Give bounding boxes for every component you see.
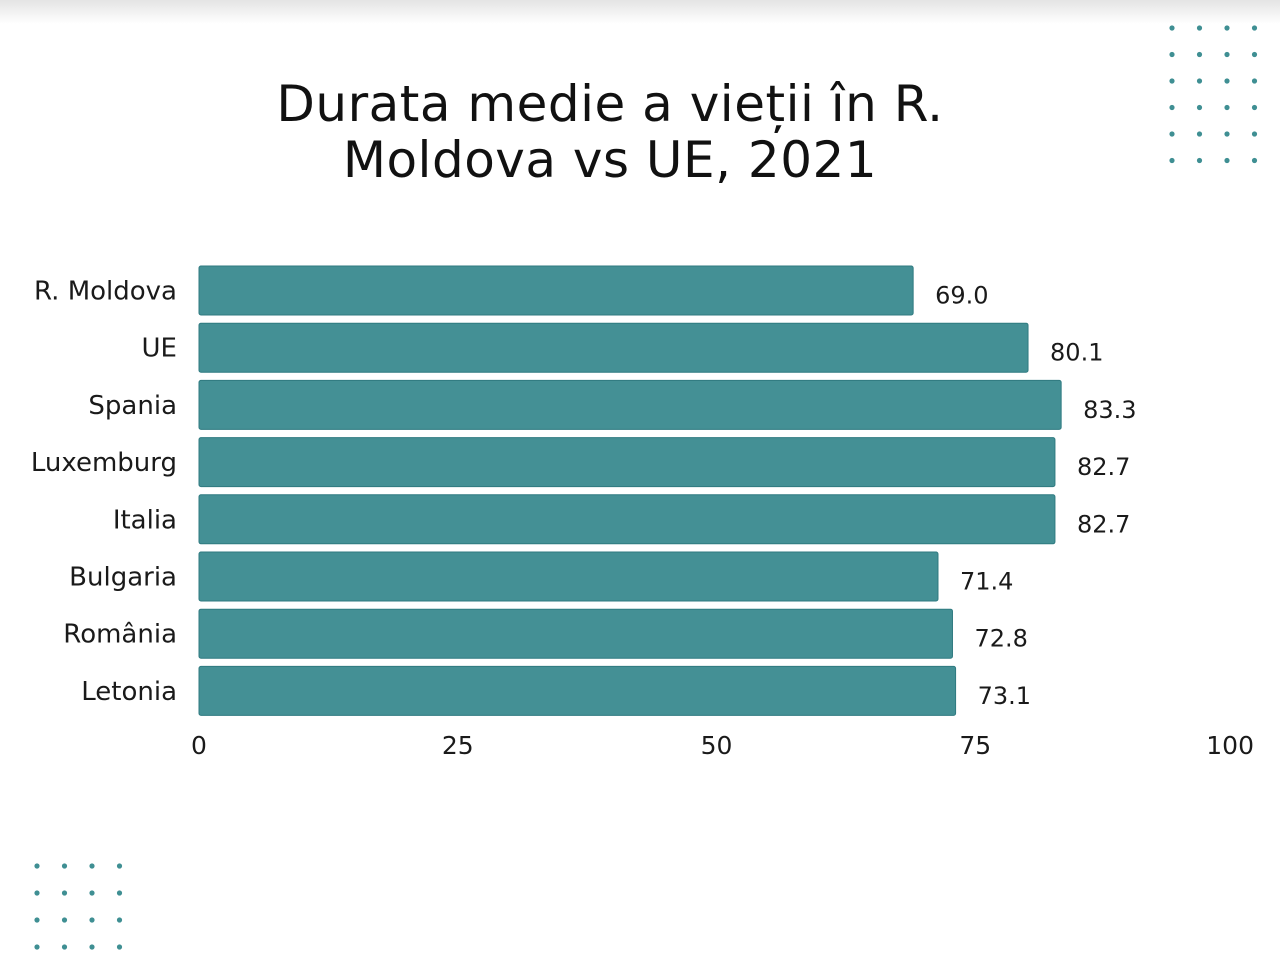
decor-dot bbox=[61, 890, 68, 896]
decor-dot bbox=[34, 944, 40, 950]
decor-dot bbox=[61, 863, 68, 869]
decor-dot bbox=[1224, 104, 1230, 111]
x-tick-label-0: 0 bbox=[191, 731, 207, 760]
decor-dot bbox=[1224, 51, 1230, 58]
decor-dot bbox=[116, 944, 123, 950]
decor-dot bbox=[34, 917, 40, 923]
decor-dot bbox=[61, 917, 68, 923]
value-label-0: 69.0 bbox=[935, 282, 988, 310]
value-label-6: 72.8 bbox=[974, 625, 1027, 653]
category-label-5: Bulgaria bbox=[69, 563, 177, 593]
decorative-dots-top-right bbox=[1169, 25, 1258, 164]
category-label-6: România bbox=[63, 620, 177, 650]
decor-dot bbox=[1251, 104, 1258, 111]
bar-5 bbox=[198, 551, 939, 602]
value-label-4: 82.7 bbox=[1077, 510, 1130, 538]
decor-dot bbox=[1196, 157, 1203, 164]
decor-dot bbox=[1224, 78, 1230, 84]
value-label-7: 73.1 bbox=[978, 682, 1031, 710]
decor-dot bbox=[1169, 78, 1175, 84]
bar-6 bbox=[198, 608, 953, 659]
decor-dot bbox=[1169, 157, 1175, 164]
category-label-4: Italia bbox=[113, 505, 177, 535]
value-label-1: 80.1 bbox=[1050, 339, 1103, 367]
decor-dot bbox=[89, 890, 95, 896]
bar-7 bbox=[198, 665, 957, 716]
value-label-5: 71.4 bbox=[960, 568, 1013, 596]
decor-dot bbox=[1196, 78, 1203, 84]
value-label-3: 82.7 bbox=[1077, 453, 1130, 481]
decor-dot bbox=[1251, 25, 1258, 31]
decor-dot bbox=[1224, 157, 1230, 164]
decor-dot bbox=[1251, 131, 1258, 137]
decor-dot bbox=[116, 890, 123, 896]
decor-dot bbox=[1196, 51, 1203, 58]
bar-4 bbox=[198, 494, 1056, 545]
bar-2 bbox=[198, 379, 1062, 430]
top-shadow bbox=[0, 0, 1280, 24]
chart-title: Durata medie a vieții în R. Moldova vs U… bbox=[276, 75, 944, 189]
category-label-2: Spania bbox=[88, 391, 177, 421]
bar-1 bbox=[198, 322, 1029, 373]
decorative-dots-bottom-left bbox=[34, 863, 123, 950]
decor-dot bbox=[34, 863, 40, 869]
x-tick-label-1: 25 bbox=[442, 731, 474, 760]
decor-dot bbox=[1224, 131, 1230, 137]
decor-dot bbox=[89, 944, 95, 950]
bar-3 bbox=[198, 437, 1056, 488]
decor-dot bbox=[1251, 51, 1258, 58]
decor-dot bbox=[89, 863, 95, 869]
category-label-0: R. Moldova bbox=[34, 277, 177, 307]
value-label-2: 83.3 bbox=[1083, 396, 1136, 424]
decor-dot bbox=[116, 863, 123, 869]
decor-dot bbox=[1196, 131, 1203, 137]
x-tick-label-3: 75 bbox=[959, 731, 991, 760]
decor-dot bbox=[1169, 51, 1175, 58]
category-label-7: Letonia bbox=[81, 677, 177, 707]
decor-dot bbox=[34, 890, 40, 896]
x-tick-label-4: 100 bbox=[1206, 731, 1254, 760]
decor-dot bbox=[61, 944, 68, 950]
category-label-1: UE bbox=[142, 334, 177, 364]
decor-dot bbox=[1196, 104, 1203, 111]
decor-dot bbox=[1169, 104, 1175, 111]
decor-dot bbox=[1169, 131, 1175, 137]
x-tick-label-2: 50 bbox=[701, 731, 733, 760]
category-label-3: Luxemburg bbox=[31, 448, 177, 478]
decor-dot bbox=[116, 917, 123, 923]
decor-dot bbox=[89, 917, 95, 923]
decor-dot bbox=[1169, 25, 1175, 31]
decor-dot bbox=[1196, 25, 1203, 31]
bar-0 bbox=[198, 265, 914, 316]
decor-dot bbox=[1251, 157, 1258, 164]
decor-dot bbox=[1224, 25, 1230, 31]
decor-dot bbox=[1251, 78, 1258, 84]
